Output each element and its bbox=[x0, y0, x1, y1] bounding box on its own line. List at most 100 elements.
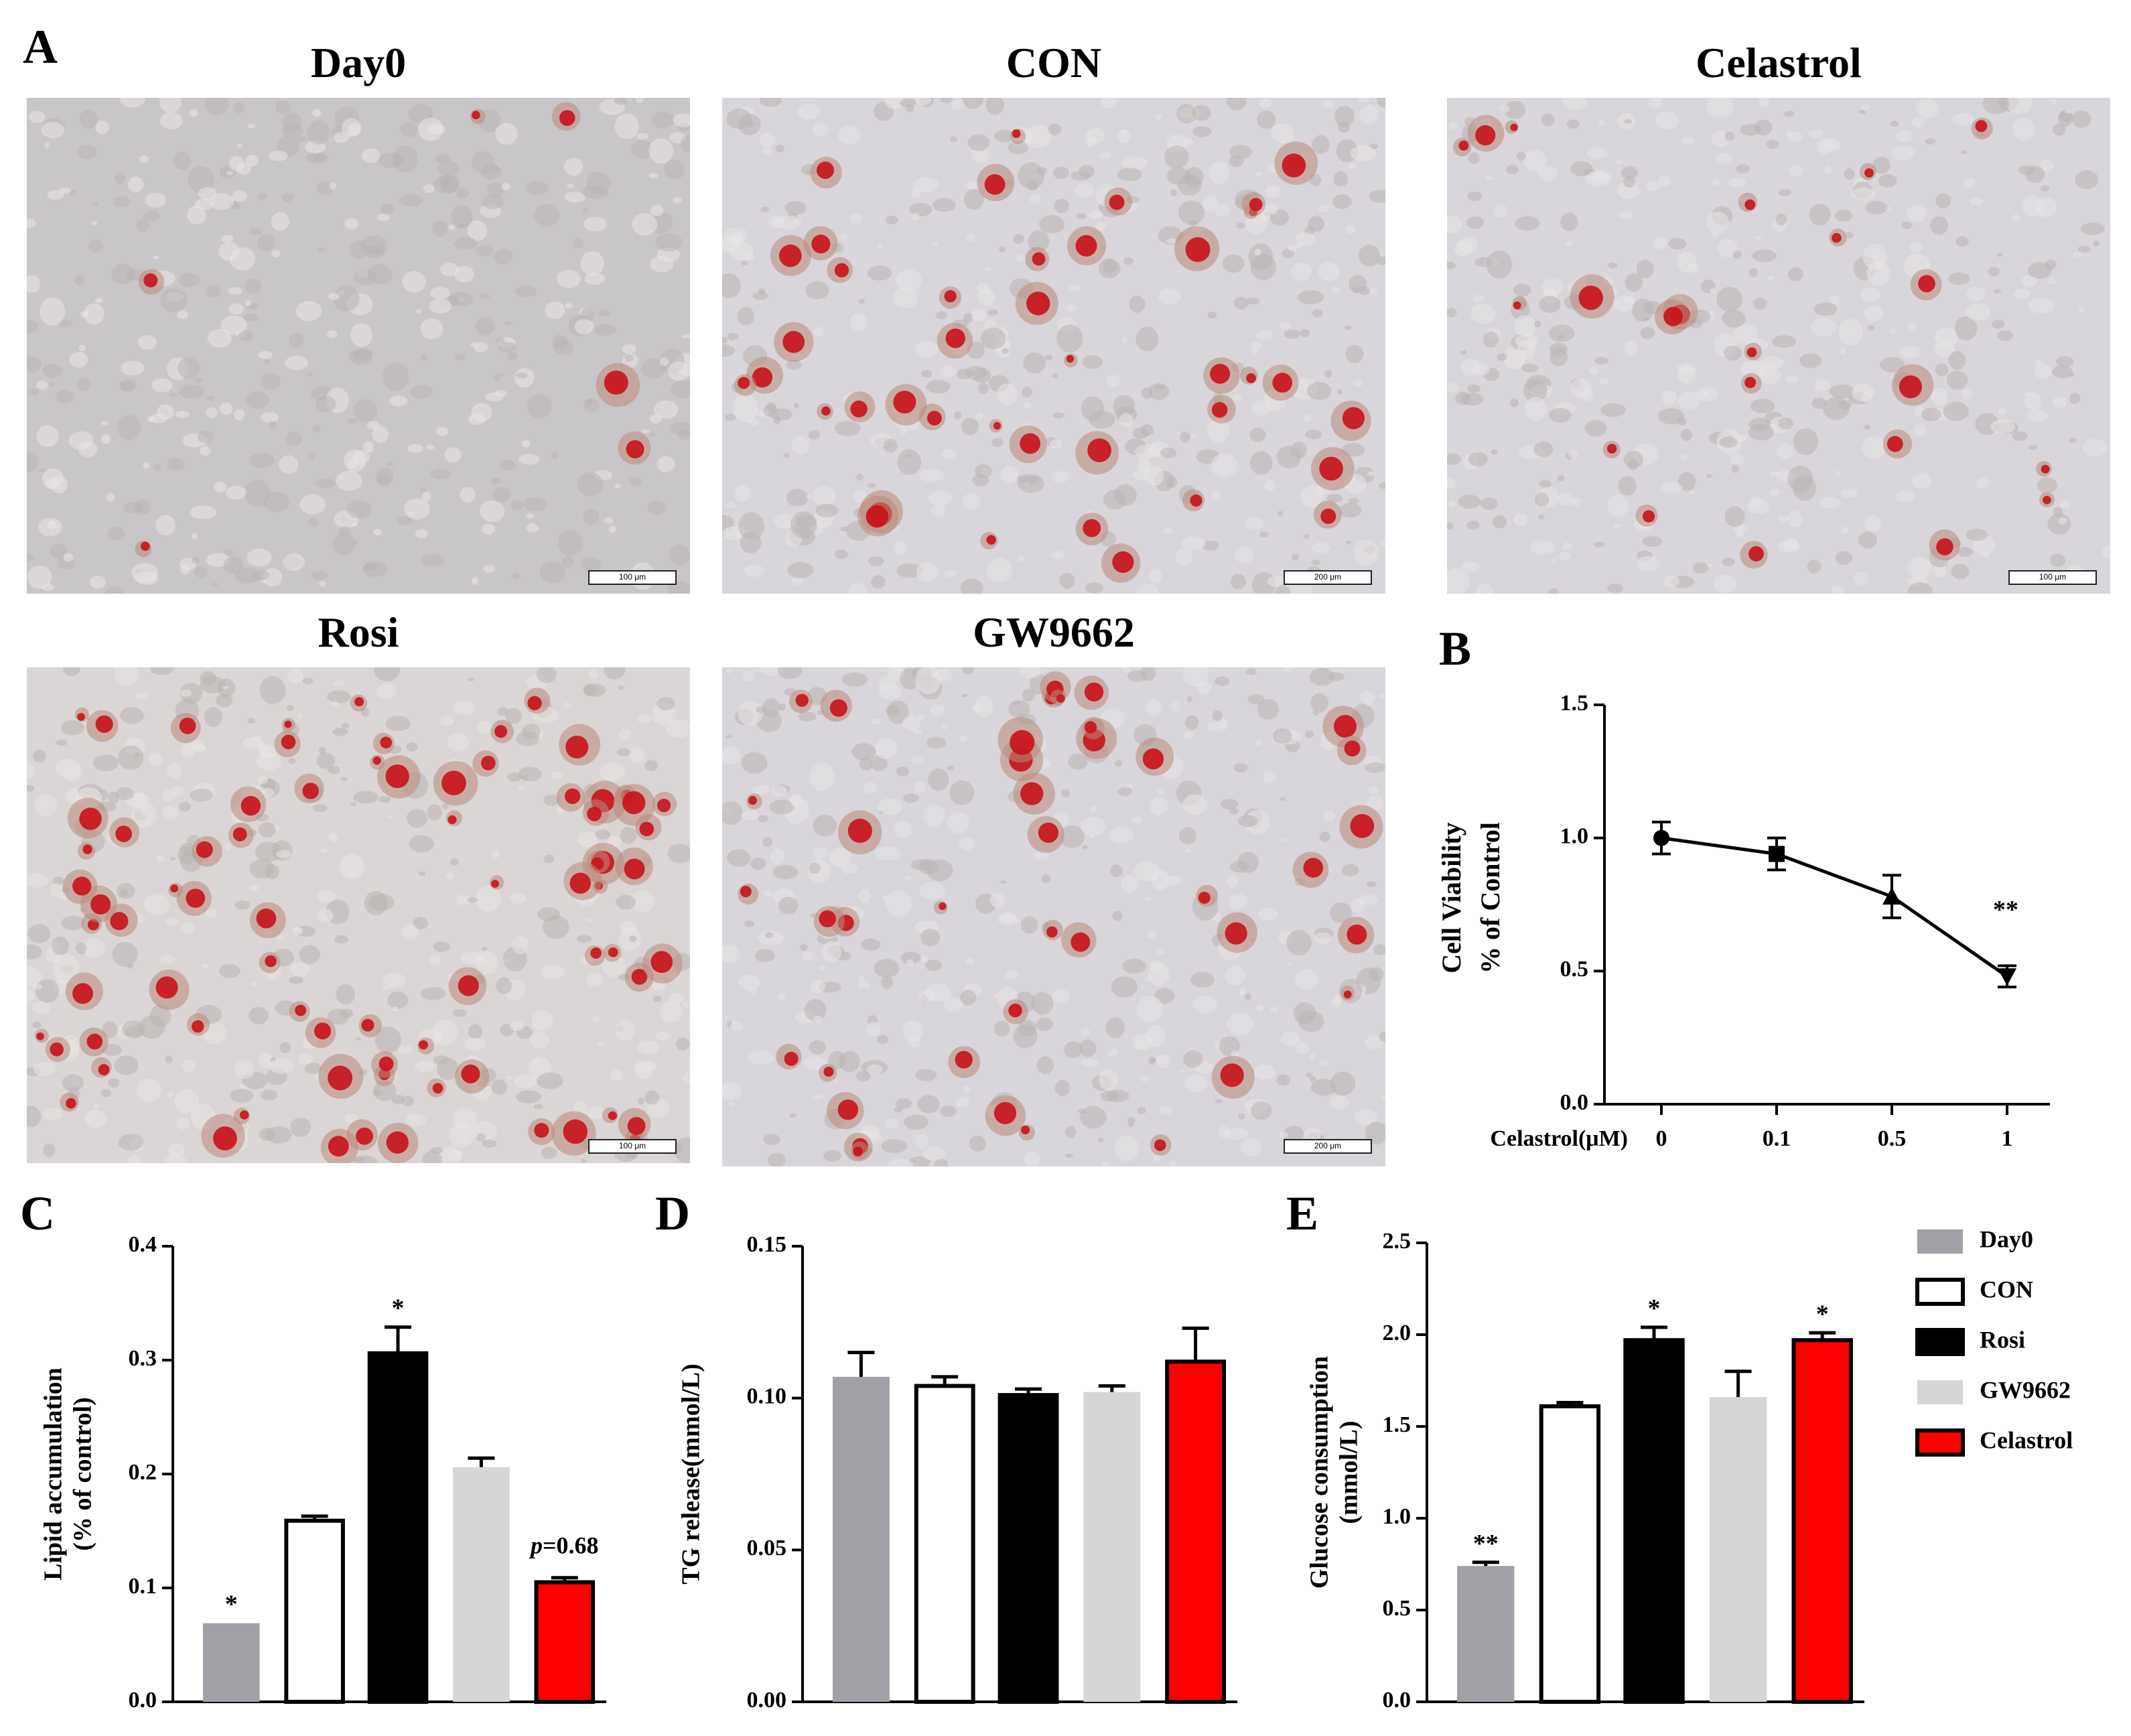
b-y-tick-label: 1.5 bbox=[1560, 691, 1589, 716]
micrograph-gw9662 bbox=[722, 667, 1385, 1166]
e-y-tick-label: 2.0 bbox=[1383, 1321, 1412, 1345]
e-significance-label: ** bbox=[1473, 1530, 1499, 1558]
b-x-tick-label: 0 bbox=[1656, 1126, 1667, 1151]
panel-letter-b: B bbox=[1439, 622, 1472, 675]
e-chart: 0.00.51.01.52.02.5*** *Glucose consumptio… bbox=[1306, 1229, 1864, 1713]
c-chart: 0.0 0.1 0.2 0.3 0.4 * * p=0.68 Lipid accumulatio… bbox=[40, 1232, 606, 1713]
legend-swatch-con bbox=[1915, 1278, 1965, 1306]
c-significance-label: * bbox=[225, 1591, 238, 1619]
d-y-tick-label: 0.15 bbox=[747, 1232, 787, 1257]
b-point bbox=[1998, 968, 2016, 986]
b-significance-label: ** bbox=[1993, 896, 2018, 924]
b-y-axis-label-line-1: % of Control bbox=[1475, 822, 1505, 974]
legend-label-con: CON bbox=[1980, 1276, 2033, 1303]
legend-label-celastrol: Celastrol bbox=[1980, 1426, 2073, 1453]
image-title-rosi: Rosi bbox=[318, 608, 399, 656]
e-bar-con bbox=[1539, 1404, 1601, 1705]
legend-item-con: CON bbox=[1915, 1276, 2033, 1306]
e-y-axis-label-line-1: (mmol/L) bbox=[1335, 1420, 1363, 1524]
d-y-tick-label: 0.05 bbox=[747, 1536, 787, 1560]
panel-letter-d: D bbox=[655, 1187, 690, 1240]
b-point bbox=[1769, 846, 1785, 862]
e-bar-gw9662 bbox=[1709, 1397, 1767, 1702]
e-y-tick-label: 2.5 bbox=[1383, 1229, 1412, 1254]
micrograph-day0 bbox=[27, 98, 690, 594]
d-bar-celastrol bbox=[1165, 1359, 1227, 1705]
b-y-tick-label: 0.5 bbox=[1560, 957, 1589, 982]
panel-letter-a: A bbox=[23, 20, 58, 74]
d-y-tick-label: 0.00 bbox=[747, 1688, 787, 1713]
c-y-tick-label: 0.2 bbox=[129, 1460, 157, 1485]
legend: Day0 CON Rosi GW9662 Celastrol bbox=[1915, 1225, 2073, 1457]
b-chart: 0.0 0.5 1.0 1.5 0 0.1 0.5 1 Celastrol(μM) ** Cell … bbox=[1436, 691, 2050, 1151]
b-x-tick-label: 0.1 bbox=[1763, 1126, 1791, 1151]
c-bar-day0 bbox=[202, 1623, 260, 1702]
c-significance-label: p=0.68 bbox=[529, 1532, 599, 1559]
b-y-axis-label-line-0: Cell Viability bbox=[1436, 822, 1466, 974]
e-significance-label: * bbox=[1816, 1300, 1829, 1328]
micrograph-con bbox=[722, 98, 1385, 594]
c-y-axis-label-line-1: (% of control) bbox=[69, 1397, 97, 1550]
d-chart: 0.00 0.05 0.10 0.15 TG release(mmol/L) bbox=[677, 1232, 1237, 1713]
micrograph-rosi bbox=[27, 667, 690, 1163]
b-x-tick-label: 1 bbox=[2002, 1126, 2013, 1151]
c-y-tick-label: 0.1 bbox=[129, 1574, 157, 1599]
legend-item-rosi: Rosi bbox=[1915, 1326, 2025, 1356]
scale-bar-day0: 100 μm bbox=[588, 570, 677, 585]
legend-swatch-rosi bbox=[1915, 1328, 1965, 1356]
b-x-tick-label: 0.5 bbox=[1878, 1126, 1907, 1151]
c-bar-rosi bbox=[367, 1351, 429, 1705]
image-title-celastrol: Celastrol bbox=[1696, 39, 1862, 86]
scale-bar-label: 200 μm bbox=[1314, 572, 1342, 582]
b-y-tick-label: 1.0 bbox=[1560, 823, 1589, 848]
d-bar-gw9662 bbox=[1083, 1392, 1141, 1702]
e-significance-label: * bbox=[1648, 1294, 1661, 1323]
scale-bar-celastrol: 100 μm bbox=[2008, 570, 2097, 585]
e-y-axis-label-line-0: Glucose consumption bbox=[1306, 1356, 1334, 1589]
legend-swatch-day0 bbox=[1917, 1229, 1963, 1254]
c-y-tick-label: 0.3 bbox=[129, 1346, 157, 1371]
d-y-axis-label-line-0: TG release(mmol/L) bbox=[677, 1363, 705, 1585]
c-y-tick-label: 0.0 bbox=[129, 1688, 157, 1713]
b-point bbox=[1882, 887, 1901, 905]
micrograph-celastrol bbox=[1447, 98, 2110, 594]
c-bar-gw9662 bbox=[453, 1467, 510, 1702]
scale-bar-con: 200 μm bbox=[1284, 570, 1372, 585]
scale-bar-label: 200 μm bbox=[1314, 1141, 1342, 1150]
d-y-tick-label: 0.10 bbox=[747, 1384, 787, 1408]
e-y-tick-label: 1.5 bbox=[1383, 1412, 1412, 1437]
e-y-tick-label: 0.5 bbox=[1383, 1596, 1412, 1621]
b-point bbox=[1653, 829, 1669, 846]
b-y-tick-label: 0.0 bbox=[1560, 1090, 1589, 1115]
legend-swatch-celastrol bbox=[1915, 1428, 1965, 1457]
legend-item-gw9662: GW9662 bbox=[1917, 1376, 2071, 1404]
scale-bar-label: 100 μm bbox=[618, 1141, 646, 1150]
scale-bar-rosi: 100 μm bbox=[588, 1139, 677, 1154]
e-y-tick-label: 0.0 bbox=[1383, 1688, 1412, 1713]
e-bar-day0 bbox=[1457, 1566, 1515, 1702]
d-bar-con bbox=[914, 1384, 975, 1705]
c-significance-label: * bbox=[392, 1294, 405, 1323]
e-bar-celastrol bbox=[1791, 1338, 1853, 1704]
image-title-con: CON bbox=[1006, 39, 1102, 86]
scale-bar-gw9662: 200 μm bbox=[1284, 1139, 1372, 1154]
scale-bar-label: 100 μm bbox=[618, 572, 646, 582]
c-bar-con bbox=[284, 1518, 345, 1704]
c-y-tick-label: 0.4 bbox=[129, 1232, 157, 1257]
legend-label-gw9662: GW9662 bbox=[1980, 1376, 2071, 1403]
e-y-tick-label: 1.0 bbox=[1383, 1504, 1412, 1529]
panel-letter-e: E bbox=[1286, 1187, 1319, 1240]
c-bar-celastrol bbox=[534, 1580, 596, 1704]
c-y-axis-label-line-0: Lipid accumulation bbox=[40, 1367, 68, 1581]
e-bar-rosi bbox=[1623, 1338, 1685, 1704]
legend-item-celastrol: Celastrol bbox=[1915, 1426, 2073, 1457]
b-series-line bbox=[1661, 836, 2008, 978]
legend-label-rosi: Rosi bbox=[1980, 1326, 2025, 1353]
legend-label-day0: Day0 bbox=[1980, 1225, 2033, 1252]
image-title-day0: Day0 bbox=[310, 39, 407, 86]
panel-letter-c: C bbox=[20, 1187, 55, 1240]
legend-swatch-gw9662 bbox=[1917, 1380, 1963, 1404]
image-title-gw9662: GW9662 bbox=[973, 608, 1135, 656]
d-bar-day0 bbox=[832, 1376, 890, 1702]
